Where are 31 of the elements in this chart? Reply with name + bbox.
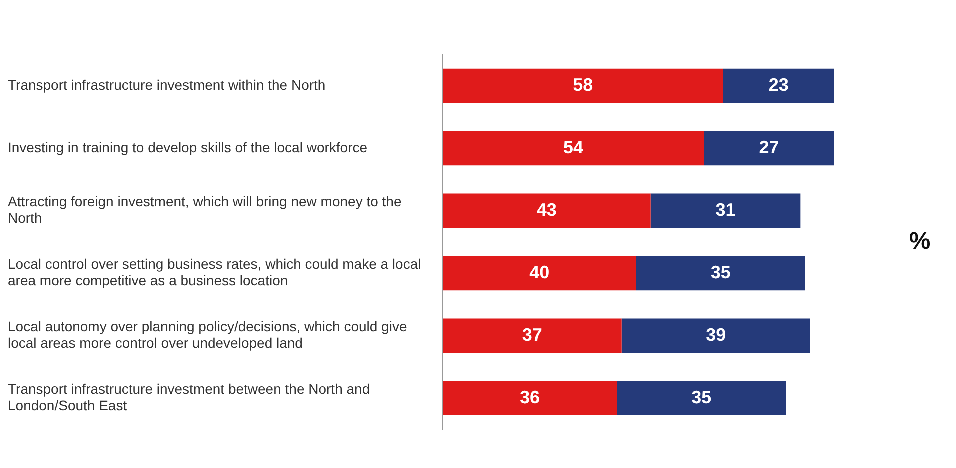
- y-tick-label: Local control over setting business rates, which could make a local area more competitive as a business location: [8, 256, 422, 289]
- bar: [443, 194, 651, 228]
- bar: [636, 256, 806, 291]
- data-label: 35: [710, 262, 731, 282]
- bar: [723, 68, 834, 104]
- y-tick-label: Attracting foreign investment, which will bring new money to the North: [8, 193, 402, 226]
- bar: [443, 131, 704, 166]
- bar: [443, 318, 622, 354]
- text: %: [909, 228, 931, 255]
- bar: [617, 381, 786, 416]
- data-label: 27: [759, 137, 780, 158]
- y-tick-label: Transport infrastructure investment within the North: [8, 76, 326, 93]
- bar: [443, 381, 617, 416]
- bar: [704, 131, 834, 166]
- data-label: 35: [692, 387, 712, 408]
- bar: [650, 194, 801, 228]
- y-tick-label: Transport infrastructure investment between the North and London/South East: [8, 380, 370, 414]
- data-label: 31: [716, 200, 736, 220]
- y-tick-label: Investing in training to develop skills of the local workforce: [8, 139, 368, 156]
- data-label: 36: [520, 387, 540, 408]
- data-label: 23: [768, 75, 789, 95]
- data-label: 39: [706, 324, 726, 345]
- data-label: 37: [522, 324, 542, 345]
- data-label: 43: [536, 200, 557, 220]
- bar: [622, 318, 810, 354]
- data-label: 54: [563, 137, 584, 158]
- data-label: 58: [573, 75, 594, 95]
- data-label: 40: [530, 262, 550, 282]
- bar: [443, 68, 724, 104]
- y-tick-label: Local autonomy over planning policy/decisions, which could give local areas more control over undeveloped land: [8, 318, 408, 352]
- bar: [443, 256, 636, 291]
